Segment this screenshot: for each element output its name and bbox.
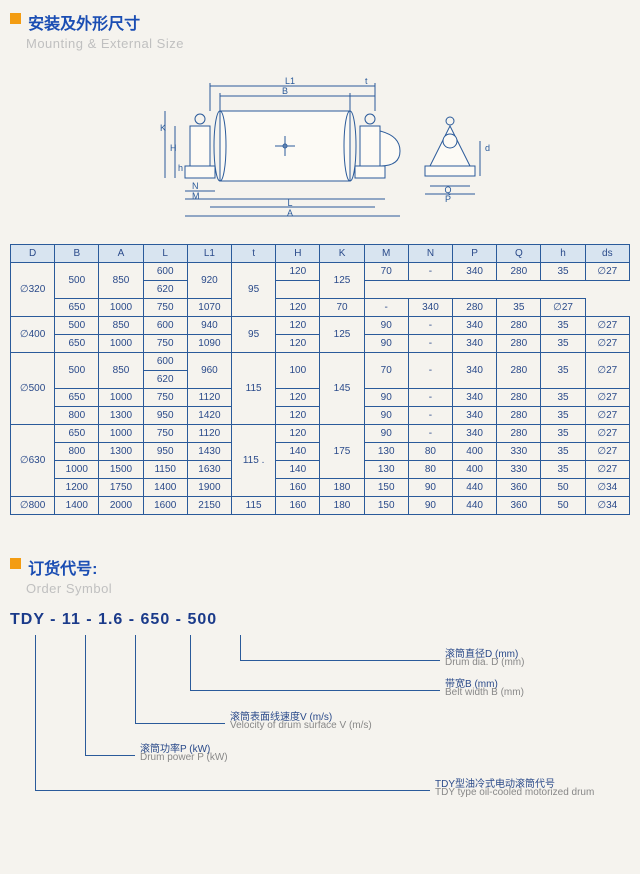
col-L: L [143,245,187,263]
svg-text:M: M [192,191,200,201]
table-row: ∅50050085060096011510014570-34028035∅27 [11,353,630,371]
table-row: ∅800140020001600215011516018015090440360… [11,497,630,515]
table-row: 12001750140019001601801509044036050∅34 [11,479,630,497]
col-Q: Q [497,245,541,263]
table-row: ∅63065010007501120115 .12017590-34028035… [11,425,630,443]
bullet-icon [10,558,21,569]
section1-title-en: Mounting & External Size [26,36,630,51]
bullet-icon [10,13,21,24]
svg-text:H: H [170,143,177,153]
col-M: M [364,245,408,263]
col-B: B [55,245,99,263]
lbl-V-en: Velocity of drum surface V (m/s) [230,720,372,731]
table-row: ∅3205008506009209512012570-34028035∅27 [11,263,630,281]
lbl-P-en: Drum power P (kW) [140,752,228,763]
order-diagram: 滚筒直径D (mm) Drum dia. D (mm) 带宽B (mm) Bel… [10,635,630,815]
svg-text:t: t [365,76,368,86]
lbl-TDY-en: TDY type oil-cooled motorized drum [435,787,594,798]
section2-header: 订货代号: Order Symbol TDY - 11 - 1.6 - 650 … [10,555,630,815]
col-H: H [276,245,320,263]
svg-text:A: A [287,208,293,218]
col-K: K [320,245,364,263]
col-D: D [11,245,55,263]
section1-header: 安装及外形尺寸 Mounting & External Size [10,10,630,51]
svg-text:L1: L1 [285,76,295,86]
lbl-B-en: Belt width B (mm) [445,687,524,698]
svg-text:N: N [192,181,199,191]
dimensions-table: DBALL1tHKMNPQhds ∅3205008506009209512012… [10,244,630,515]
table-row: 6501000750107012070-34028035∅27 [11,299,630,317]
section2-title-en: Order Symbol [26,581,630,596]
section2-title-cn: 订货代号: [28,555,97,579]
order-code: TDY - 11 - 1.6 - 650 - 500 [10,611,630,629]
svg-text:K: K [160,123,166,133]
svg-text:ds: ds [485,143,490,153]
dimension-diagram: L1 B t K H h N M L A ds Q P [10,71,630,224]
col-P: P [453,245,497,263]
svg-text:h: h [178,163,183,173]
section1-title-cn: 安装及外形尺寸 [28,10,140,34]
col-L1: L1 [187,245,231,263]
svg-text:B: B [282,86,288,96]
col-A: A [99,245,143,263]
table-header-row: DBALL1tHKMNPQhds [11,245,630,263]
col-N: N [408,245,452,263]
col-h: h [541,245,585,263]
svg-text:P: P [445,194,451,204]
col-ds: ds [585,245,629,263]
svg-text:L: L [287,198,292,208]
lbl-D-en: Drum dia. D (mm) [445,657,524,668]
col-t: t [232,245,276,263]
table-row: ∅4005008506009409512012590-34028035∅27 [11,317,630,335]
